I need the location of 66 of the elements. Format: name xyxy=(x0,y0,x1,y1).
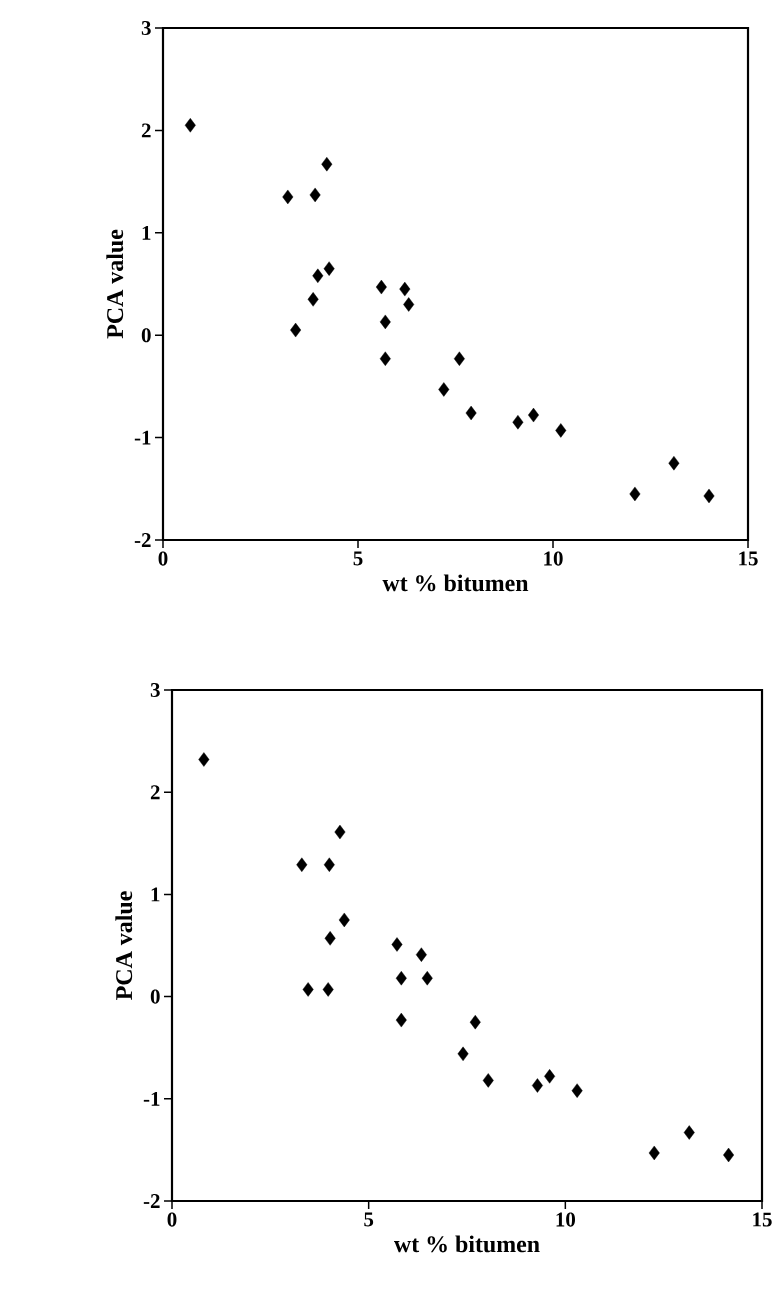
point xyxy=(323,261,335,276)
x-tick-label: 0 xyxy=(167,1212,177,1227)
point xyxy=(512,415,524,430)
y-tick-label: 1 xyxy=(142,225,151,240)
point xyxy=(668,455,680,471)
point xyxy=(399,281,411,297)
point xyxy=(323,857,335,872)
point xyxy=(465,405,477,421)
x-tick-label: 15 xyxy=(753,1212,772,1227)
point xyxy=(296,857,308,872)
y-axis-title: PCA value xyxy=(115,891,133,1000)
point xyxy=(723,1147,735,1163)
point xyxy=(379,351,391,366)
point xyxy=(391,937,403,952)
point xyxy=(379,314,391,330)
y-tick-label: 0 xyxy=(141,328,151,343)
y-tick-label: -2 xyxy=(143,1194,160,1208)
y-tick-label: 3 xyxy=(141,20,151,36)
x-tick-label: 10 xyxy=(556,1212,576,1227)
y-axis-title: PCA value xyxy=(106,229,124,339)
point xyxy=(184,118,196,133)
point xyxy=(415,947,427,962)
point xyxy=(555,423,567,438)
y-tick-label: -1 xyxy=(134,430,151,445)
point xyxy=(421,971,433,986)
point xyxy=(571,1083,583,1098)
point xyxy=(395,971,407,986)
point xyxy=(531,1078,543,1093)
point xyxy=(302,982,314,997)
point xyxy=(375,279,387,295)
point xyxy=(322,982,334,997)
point xyxy=(338,912,350,928)
point xyxy=(290,322,302,338)
point xyxy=(457,1046,469,1062)
y-tick-label: 1 xyxy=(151,887,160,902)
x-tick-label: 5 xyxy=(353,551,363,566)
point xyxy=(703,488,715,504)
y-tick-label: -2 xyxy=(134,533,151,547)
x-tick-label: 10 xyxy=(544,551,563,566)
point xyxy=(307,292,319,307)
y-tick-label: 0 xyxy=(150,989,160,1004)
point xyxy=(438,382,450,397)
point xyxy=(648,1145,660,1161)
point xyxy=(629,486,641,502)
y-tick-label: 2 xyxy=(150,785,160,800)
point xyxy=(544,1069,556,1084)
point xyxy=(482,1073,494,1088)
point xyxy=(403,297,415,312)
y-tick-label: 3 xyxy=(150,682,160,698)
point xyxy=(469,1014,481,1030)
point xyxy=(324,931,336,946)
point xyxy=(282,189,294,205)
point xyxy=(334,824,346,840)
y-tick-label: 2 xyxy=(141,123,151,138)
point xyxy=(198,752,210,767)
x-tick-label: 15 xyxy=(739,551,758,566)
point xyxy=(309,187,321,203)
x-axis-title: wt % bitumen xyxy=(382,574,529,592)
point xyxy=(312,268,324,283)
point xyxy=(683,1125,695,1140)
x-axis-title: wt % bitumen xyxy=(394,1235,540,1253)
x-tick-label: 5 xyxy=(364,1212,374,1227)
point xyxy=(453,351,465,366)
point xyxy=(321,156,333,172)
y-tick-label: -1 xyxy=(143,1091,160,1106)
point xyxy=(395,1012,407,1028)
